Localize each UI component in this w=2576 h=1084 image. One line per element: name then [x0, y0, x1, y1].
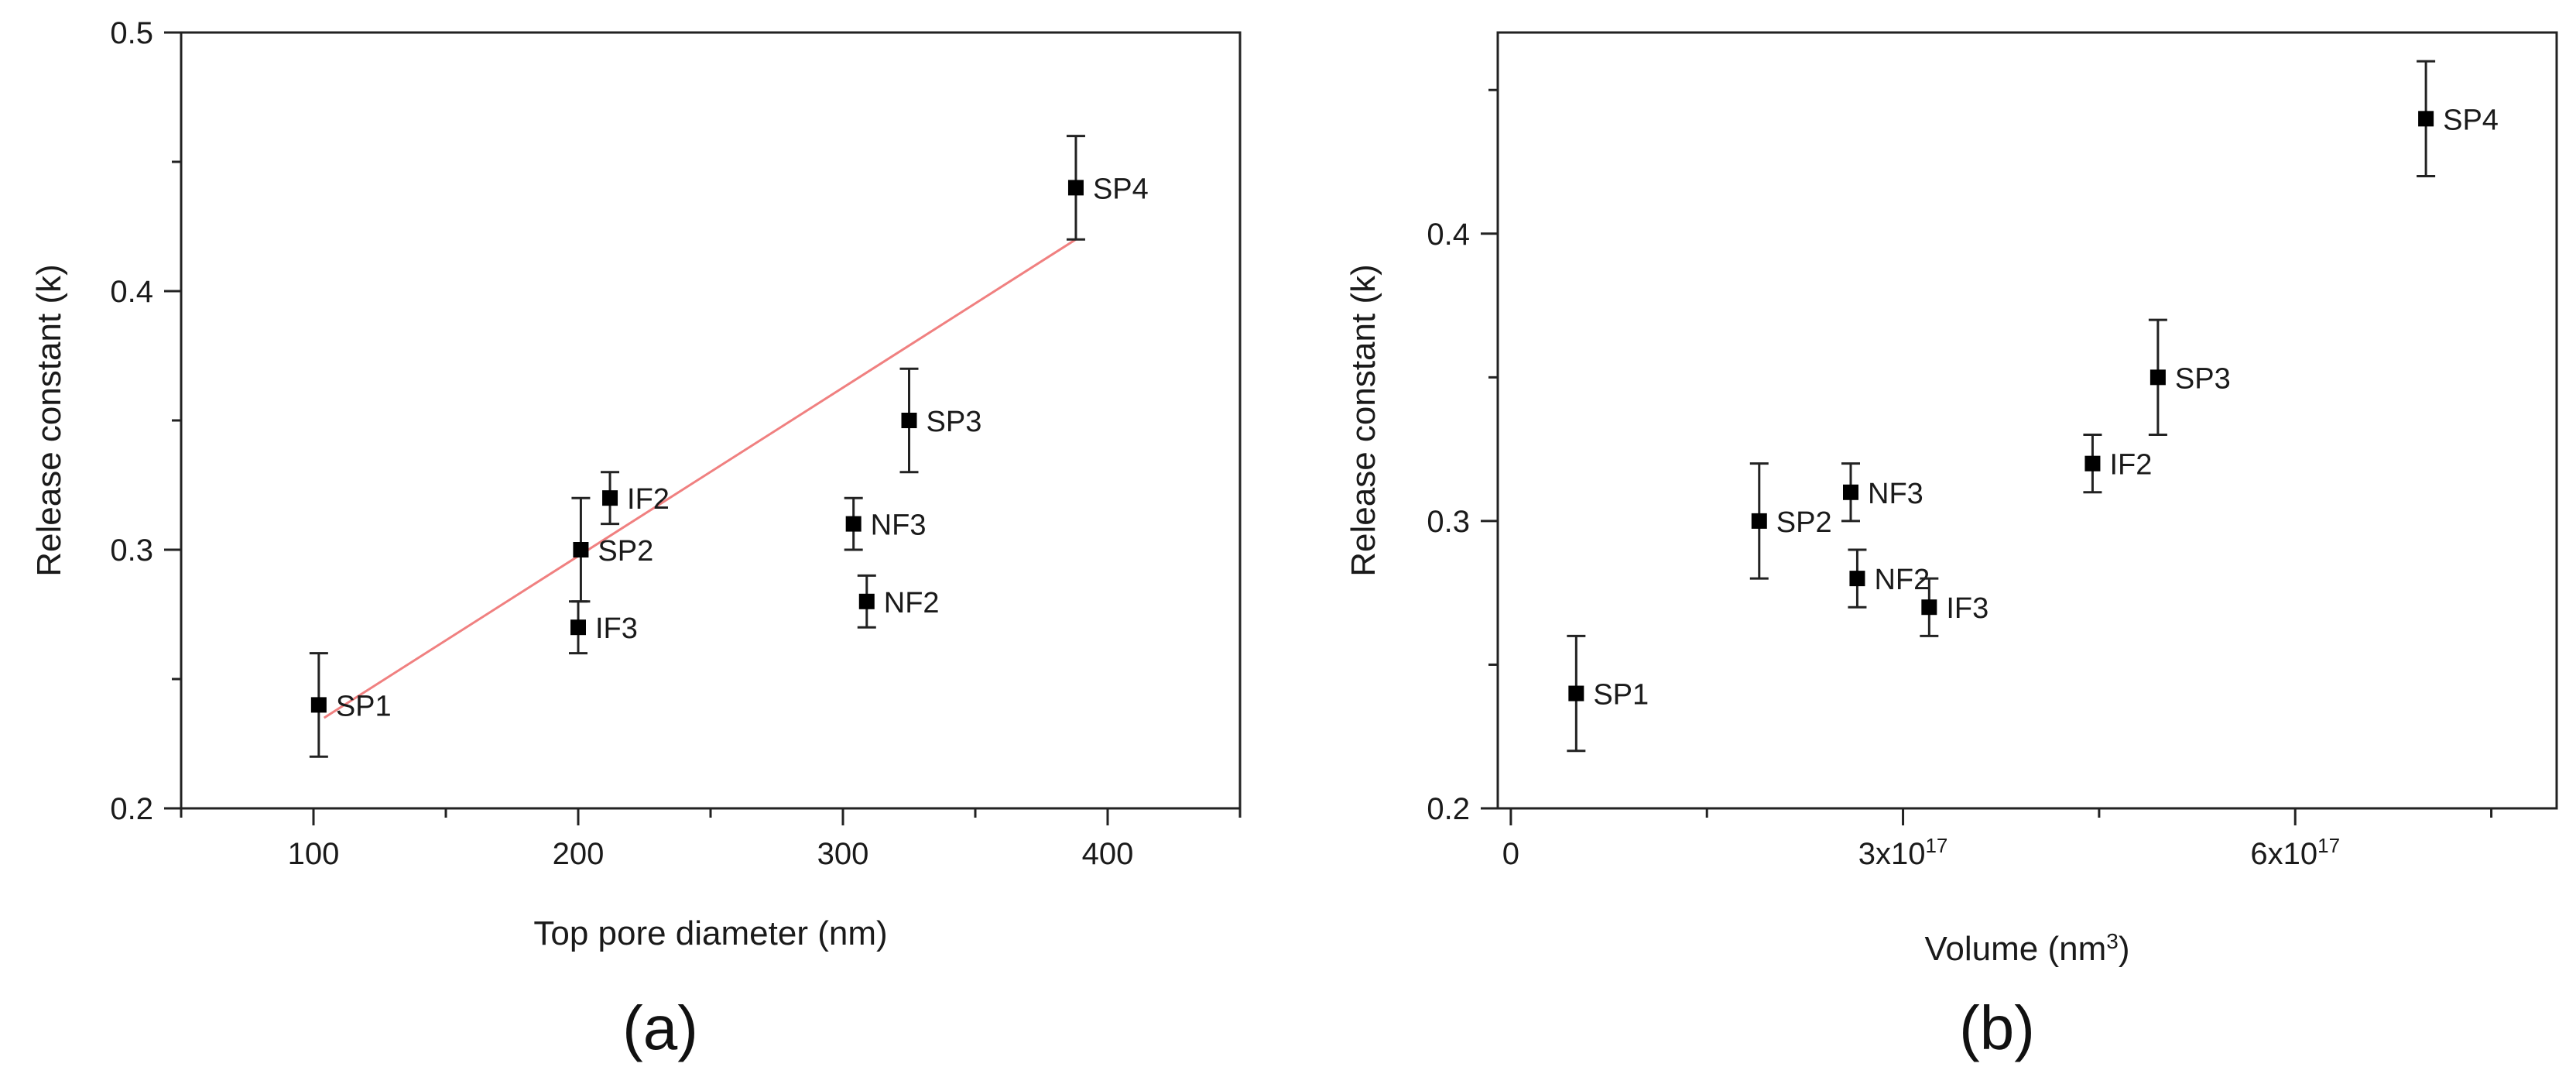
square-marker: [573, 542, 589, 557]
square-marker: [845, 516, 862, 532]
chart-panel-b: 0 3x1017 6x1017 0.2 0.3 0.4 SP1 SP2 NF3 NF2 IF3 IF…: [1345, 31, 2558, 1062]
data-point-sp2: SP2: [1749, 462, 1832, 580]
data-point-if2: IF2: [2083, 434, 2152, 494]
square-marker: [1843, 484, 1858, 500]
square-marker: [2084, 455, 2101, 472]
x-tick-label-b: 0: [1502, 837, 1519, 871]
y-tick-label-a: 0.2: [110, 792, 153, 826]
square-marker: [2150, 369, 2166, 386]
y-tick-label-a: 0.3: [110, 533, 153, 568]
y-tick-label-b: 0.3: [1427, 505, 1470, 539]
x-tick-label-b: 6x1017: [2250, 834, 2340, 871]
plot-frame-b: [1496, 31, 2558, 810]
data-point-sp3: SP3: [2148, 318, 2231, 437]
data-point-sp3: SP3: [899, 367, 982, 474]
fit-line-group-a: [323, 238, 1077, 719]
data-point-if3: IF3: [569, 600, 638, 655]
panel-label-a: (a): [622, 993, 698, 1062]
point-label: SP3: [927, 406, 982, 438]
x-tick-label-a: 200: [553, 837, 605, 871]
data-point-nf2: NF2: [1848, 548, 1930, 609]
data-point-if2: IF2: [601, 471, 670, 526]
point-label: NF3: [1868, 478, 1923, 510]
square-marker: [310, 697, 327, 713]
square-marker: [2418, 111, 2434, 127]
y-axis-title-a: Release constant (k): [30, 264, 68, 577]
axis-ticks-b: 0 3x1017 6x1017 0.2 0.3 0.4: [1427, 88, 2493, 871]
data-point-if3: IF3: [1920, 577, 1989, 637]
square-marker: [602, 490, 618, 506]
x-tick-label-b: 3x1017: [1858, 834, 1948, 871]
panel-label-b: (b): [1959, 993, 2035, 1062]
point-label: SP1: [1593, 679, 1649, 712]
square-marker: [1751, 513, 1767, 529]
data-points-b: SP1 SP2 NF3 NF2 IF3 IF2 SP3 SP4: [1567, 60, 2499, 753]
square-marker: [570, 619, 586, 636]
fit-line: [323, 238, 1077, 719]
y-tick-label-b: 0.2: [1427, 792, 1470, 826]
point-label: NF3: [871, 509, 927, 542]
x-axis-title-b: Volume (nm3): [1925, 929, 2130, 969]
x-axis-title-a: Top pore diameter (nm): [533, 914, 887, 952]
y-tick-label-b: 0.4: [1427, 218, 1470, 252]
y-axis-title-b: Release constant (k): [1345, 264, 1382, 577]
x-axis-title-b-end: ): [2119, 930, 2130, 968]
point-label: IF3: [1946, 592, 1989, 625]
point-label: IF3: [595, 612, 638, 645]
point-label: SP4: [1093, 173, 1149, 205]
y-tick-label-a: 0.5: [110, 16, 153, 50]
square-marker: [1921, 599, 1937, 616]
point-label: SP3: [2175, 362, 2231, 395]
point-label: SP2: [598, 535, 653, 568]
point-label: NF2: [1874, 564, 1930, 596]
data-point-nf2: NF2: [857, 574, 940, 629]
data-point-sp2: SP2: [571, 496, 653, 603]
point-label: NF2: [884, 587, 940, 619]
square-marker: [858, 593, 875, 609]
x-tick-label-a: 300: [817, 837, 869, 871]
data-point-sp4: SP4: [1066, 135, 1149, 241]
data-points-a: SP1 IF3 SP2 IF2 NF3 NF2 SP3 SP4: [309, 135, 1149, 758]
point-label: SP2: [1776, 506, 1832, 539]
square-marker: [901, 413, 917, 428]
x-tick-label-a: 400: [1082, 837, 1134, 871]
chart-panel-a: 100 200 300 400 0.2 0.3 0.4 0.5 SP1 IF3 SP2 IF2 NF3…: [30, 16, 1242, 1062]
data-point-sp1: SP1: [309, 652, 392, 758]
point-label: SP4: [2443, 104, 2499, 136]
square-marker: [1568, 685, 1584, 702]
data-point-nf3: NF3: [1841, 462, 1923, 523]
point-label: SP1: [336, 690, 392, 722]
y-tick-label-a: 0.4: [110, 275, 153, 309]
square-marker: [1067, 180, 1084, 196]
axis-ticks-a: 100 200 300 400 0.2 0.3 0.4 0.5: [110, 16, 1242, 871]
x-axis-title-b-sup: 3: [2106, 929, 2119, 953]
x-axis-title-b-main: Volume (nm: [1925, 930, 2107, 968]
x-tick-label-a: 100: [288, 837, 340, 871]
data-point-sp4: SP4: [2417, 60, 2499, 178]
square-marker: [1849, 571, 1865, 587]
data-point-sp1: SP1: [1567, 634, 1649, 753]
point-label: IF2: [2109, 449, 2152, 482]
point-label: IF2: [627, 483, 670, 516]
data-point-nf3: NF3: [844, 496, 927, 551]
